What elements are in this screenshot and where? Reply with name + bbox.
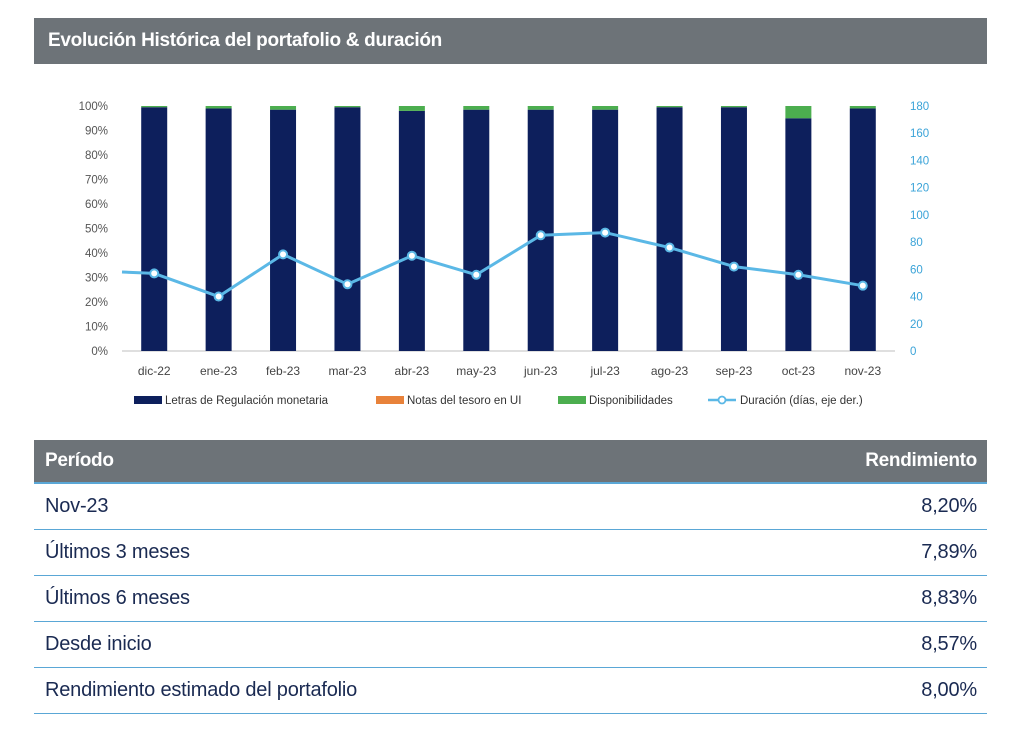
y-right-tick-label: 40 [910, 292, 923, 304]
row-period: Nov-23 [45, 495, 109, 517]
bar-segment [270, 109, 297, 351]
row-yield: 7,89% [921, 541, 977, 563]
row-yield: 8,00% [921, 679, 977, 701]
row-yield: 8,57% [921, 633, 977, 655]
duration-point [342, 279, 353, 290]
header-yield: Rendimiento [865, 450, 977, 471]
bar-segment [334, 107, 361, 351]
legend-label: Disponibilidades [589, 395, 673, 407]
bar-segment [849, 106, 876, 109]
y-left-tick-label: 0% [91, 346, 108, 358]
y-left-tick-label: 20% [85, 297, 108, 309]
duration-point [600, 227, 611, 238]
duration-point [406, 250, 417, 261]
bar-segment [592, 106, 619, 110]
bar-segment [141, 106, 168, 108]
bar-segment [463, 106, 490, 110]
row-period: Últimos 6 meses [45, 587, 190, 609]
y-right-tick-label: 60 [910, 264, 923, 276]
bar-segment [398, 110, 425, 352]
legend-swatch [558, 396, 586, 404]
y-right-tick-label: 20 [910, 319, 923, 331]
bar-segment [527, 106, 554, 110]
duration-point [793, 269, 804, 280]
bar-segment [270, 106, 297, 110]
bar-segment [205, 106, 232, 109]
duration-line [121, 231, 864, 299]
y-right-tick-label: 120 [910, 183, 929, 195]
table-row: Últimos 3 meses 7,89% [34, 530, 987, 576]
x-tick-label: ene-23 [200, 364, 238, 378]
y-left-tick-label: 100% [79, 101, 108, 113]
duration-point [149, 268, 160, 279]
bar-segment [463, 109, 490, 351]
x-tick-label: ago-23 [651, 364, 689, 378]
row-period: Rendimiento estimado del portafolio [45, 679, 358, 701]
legend-label: Notas del tesoro en UI [407, 395, 521, 407]
table-row: Nov-23 8,20% [34, 484, 987, 530]
x-tick-label: oct-23 [782, 364, 816, 378]
portfolio-chart: 0% 10% 20% 30% 40% 50% 60% 70% 80% 90% 100% 0 20 40 60… [79, 101, 930, 407]
x-tick-label: sep-23 [716, 364, 753, 378]
bar-segment [720, 107, 747, 351]
bar-segment [398, 106, 425, 111]
x-tick-label: may-23 [456, 364, 496, 378]
bar-segment [141, 107, 168, 351]
legend-label: Letras de Regulación monetaria [165, 395, 329, 407]
legend-swatch [134, 396, 162, 404]
x-tick-label: jul-23 [589, 364, 620, 378]
yield-table: Período Rendimiento Nov-23 8,20% Últimos… [34, 440, 987, 714]
legend-label: Duración (días, eje der.) [740, 395, 863, 407]
legend-marker-swatch [717, 395, 727, 405]
chart-section-title: Evolución Histórica del portafolio & dur… [34, 18, 987, 64]
y-left-tick-label: 50% [85, 224, 108, 236]
y-left-tick-label: 30% [85, 273, 108, 285]
x-tick-label: dic-22 [138, 364, 171, 378]
duration-point [471, 269, 482, 280]
bar-segment [656, 107, 683, 351]
y-left-tick-label: 40% [85, 248, 108, 260]
x-tick-label: abr-23 [395, 364, 430, 378]
y-right-tick-label: 0 [910, 346, 916, 358]
x-tick-label: mar-23 [328, 364, 366, 378]
x-tick-label: jun-23 [523, 364, 558, 378]
duration-point [278, 249, 289, 260]
bar-segment [334, 106, 361, 108]
table-row: Rendimiento estimado del portafolio 8,00… [34, 668, 987, 714]
table-header-row: Período Rendimiento [34, 440, 987, 484]
row-period: Desde inicio [45, 633, 152, 655]
duration-point [857, 280, 868, 291]
bar-segment [785, 118, 812, 351]
bar-segment [849, 108, 876, 351]
duration-point [213, 291, 224, 302]
x-tick-label: feb-23 [266, 364, 300, 378]
y-right-tick-label: 100 [910, 210, 929, 222]
x-tick-label: nov-23 [844, 364, 881, 378]
table-row: Últimos 6 meses 8,83% [34, 576, 987, 622]
bar-segment [785, 106, 812, 119]
y-right-tick-label: 80 [910, 237, 923, 249]
table-row: Desde inicio 8,57% [34, 622, 987, 668]
y-left-tick-label: 10% [85, 322, 108, 334]
y-right-tick-label: 180 [910, 101, 929, 113]
y-right-tick-label: 140 [910, 155, 929, 167]
duration-point [728, 261, 739, 272]
duration-point [664, 242, 675, 253]
header-period: Período [45, 450, 114, 471]
y-left-tick-label: 90% [85, 126, 108, 138]
bar-segment [656, 106, 683, 108]
row-yield: 8,20% [921, 495, 977, 517]
y-left-tick-label: 60% [85, 199, 108, 211]
row-yield: 8,83% [921, 587, 977, 609]
bar-segment [205, 108, 232, 351]
row-period: Últimos 3 meses [45, 541, 190, 563]
y-left-tick-label: 70% [85, 175, 108, 187]
duration-point [535, 230, 546, 241]
y-left-tick-label: 80% [85, 150, 108, 162]
y-right-tick-label: 160 [910, 128, 929, 140]
legend-swatch [376, 396, 404, 404]
bar-segment [720, 106, 747, 108]
